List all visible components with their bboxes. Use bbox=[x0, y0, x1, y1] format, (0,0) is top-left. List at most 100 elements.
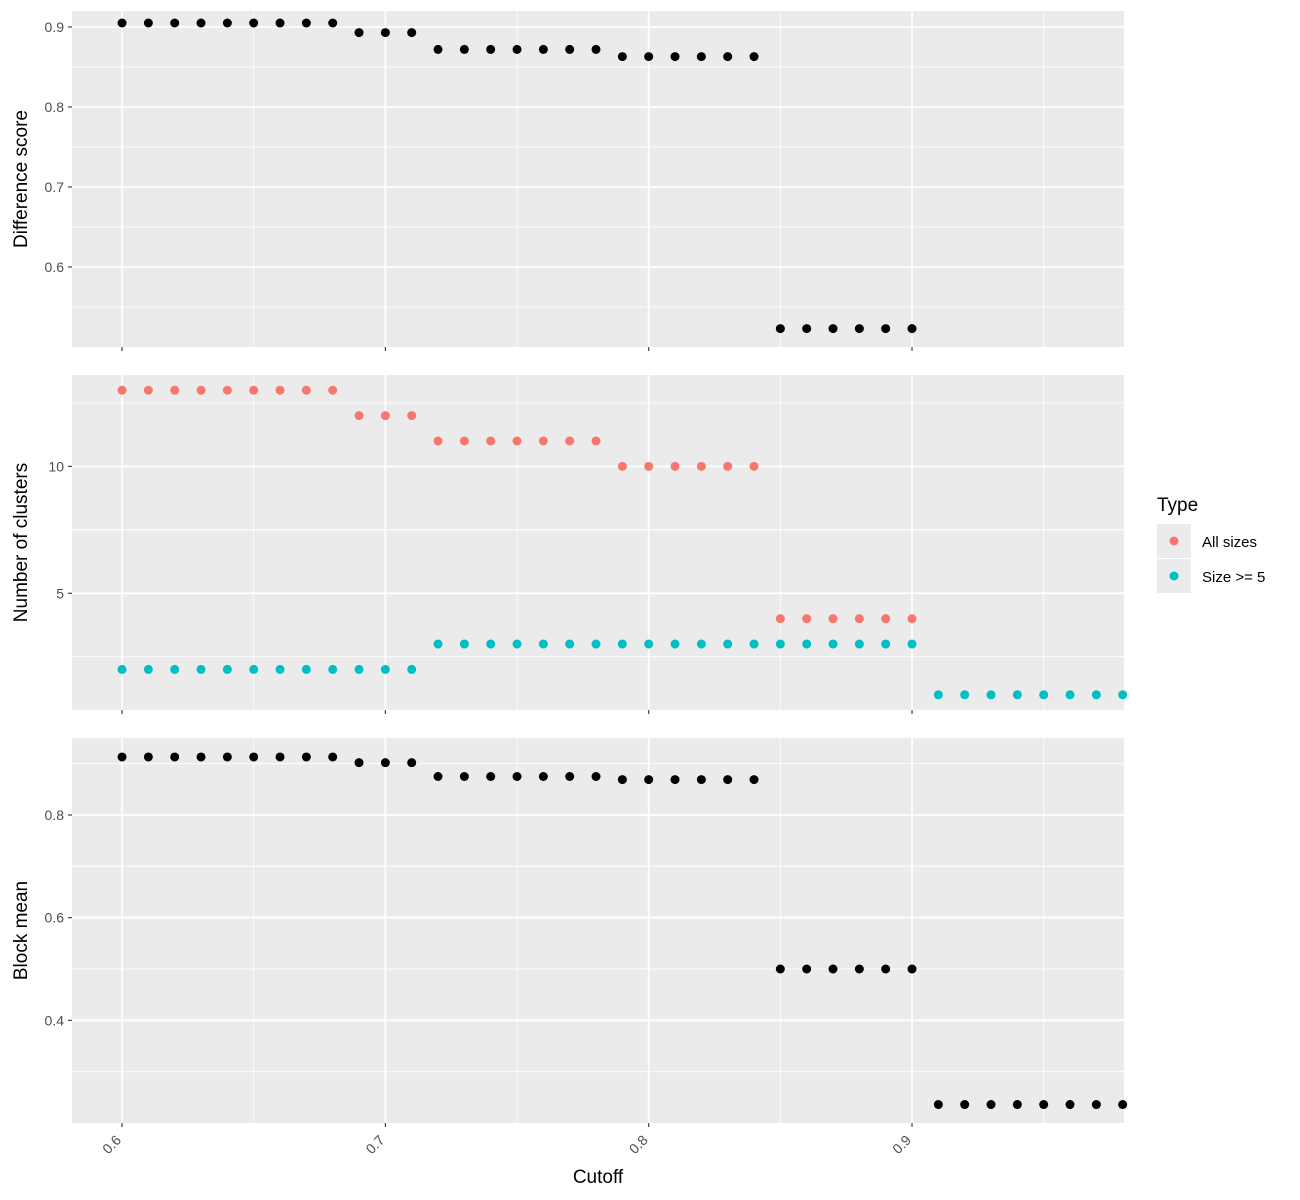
data-point bbox=[723, 52, 733, 62]
data-point bbox=[459, 639, 469, 649]
data-point bbox=[565, 436, 575, 446]
data-point bbox=[275, 752, 285, 762]
data-point bbox=[670, 639, 680, 649]
data-point bbox=[249, 385, 259, 395]
data-point bbox=[723, 461, 733, 471]
y-tick-label: 0.6 bbox=[45, 910, 65, 926]
data-point bbox=[749, 52, 759, 62]
data-point bbox=[565, 639, 575, 649]
panel-2: 5 10 Number of clusters bbox=[11, 375, 1128, 714]
data-point bbox=[249, 18, 259, 28]
data-point bbox=[328, 385, 338, 395]
y-tick-label: 0.6 bbox=[45, 259, 65, 275]
data-point bbox=[591, 436, 601, 446]
data-point bbox=[380, 664, 390, 674]
data-point bbox=[512, 772, 522, 781]
data-point bbox=[433, 44, 443, 54]
legend-swatch bbox=[1169, 571, 1179, 581]
data-point bbox=[828, 614, 838, 624]
data-point bbox=[117, 385, 127, 395]
series-2 bbox=[117, 639, 1128, 700]
data-point bbox=[723, 775, 733, 785]
data-point bbox=[196, 664, 206, 674]
data-point bbox=[565, 772, 575, 781]
y-axis-title: Block mean bbox=[11, 881, 32, 980]
data-point bbox=[222, 18, 232, 28]
data-point bbox=[933, 690, 943, 700]
data-point bbox=[275, 664, 285, 674]
data-point bbox=[143, 664, 153, 674]
data-point bbox=[696, 52, 706, 62]
data-point bbox=[854, 964, 864, 974]
data-point bbox=[407, 411, 417, 421]
data-point bbox=[196, 385, 206, 395]
data-point bbox=[222, 664, 232, 674]
legend: Type All sizes Size >= 5 bbox=[1157, 495, 1265, 593]
y-tick-label: 0.7 bbox=[45, 179, 65, 195]
data-point bbox=[486, 436, 496, 446]
data-point bbox=[354, 28, 364, 38]
y-tick-label: 5 bbox=[56, 585, 64, 601]
series-1 bbox=[117, 18, 917, 334]
data-point bbox=[617, 461, 627, 471]
data-point bbox=[407, 758, 417, 768]
data-point bbox=[328, 752, 338, 762]
data-point bbox=[775, 324, 785, 334]
legend-label: Size >= 5 bbox=[1202, 569, 1265, 586]
data-point bbox=[538, 772, 548, 781]
data-point bbox=[670, 52, 680, 62]
data-point bbox=[486, 44, 496, 54]
data-point bbox=[486, 772, 496, 781]
data-point bbox=[538, 639, 548, 649]
data-point bbox=[881, 639, 891, 649]
data-point bbox=[459, 436, 469, 446]
y-tick-label: 0.8 bbox=[45, 807, 65, 823]
data-point bbox=[907, 324, 917, 334]
data-point bbox=[907, 614, 917, 624]
data-point bbox=[170, 664, 180, 674]
data-point bbox=[1012, 1100, 1022, 1110]
data-point bbox=[275, 385, 285, 395]
data-point bbox=[143, 18, 153, 28]
panel-1: 0.6 0.7 0.8 0.9 Difference score bbox=[11, 11, 1124, 351]
data-point bbox=[802, 614, 812, 624]
data-point bbox=[301, 664, 311, 674]
data-point bbox=[828, 639, 838, 649]
y-tick-label: 0.4 bbox=[45, 1012, 65, 1028]
data-point bbox=[1118, 1100, 1128, 1110]
y-tick-label: 0.8 bbox=[45, 99, 65, 115]
panel-3: 0.4 0.6 0.8 Block mean bbox=[11, 738, 1128, 1127]
data-point bbox=[380, 758, 390, 768]
series-1 bbox=[117, 385, 917, 624]
data-point bbox=[196, 752, 206, 762]
data-point bbox=[617, 775, 627, 785]
data-point bbox=[222, 385, 232, 395]
x-axis-title: Cutoff bbox=[573, 1167, 624, 1188]
data-point bbox=[854, 639, 864, 649]
data-point bbox=[696, 775, 706, 785]
data-point bbox=[249, 664, 259, 674]
data-point bbox=[1065, 1100, 1075, 1110]
data-point bbox=[354, 758, 364, 768]
data-point bbox=[354, 411, 364, 421]
data-point bbox=[301, 385, 311, 395]
data-point bbox=[960, 1100, 970, 1110]
legend-title: Type bbox=[1157, 495, 1198, 516]
data-point bbox=[486, 639, 496, 649]
data-point bbox=[459, 44, 469, 54]
data-point bbox=[512, 44, 522, 54]
data-point bbox=[881, 964, 891, 974]
data-point bbox=[117, 664, 127, 674]
data-point bbox=[380, 411, 390, 421]
data-point bbox=[301, 752, 311, 762]
data-point bbox=[696, 639, 706, 649]
data-point bbox=[407, 664, 417, 674]
data-point bbox=[617, 639, 627, 649]
data-point bbox=[881, 614, 891, 624]
panel-background bbox=[72, 738, 1124, 1123]
data-point bbox=[565, 44, 575, 54]
x-tick-label: 0.6 bbox=[99, 1132, 124, 1157]
data-point bbox=[775, 639, 785, 649]
data-point bbox=[301, 18, 311, 28]
